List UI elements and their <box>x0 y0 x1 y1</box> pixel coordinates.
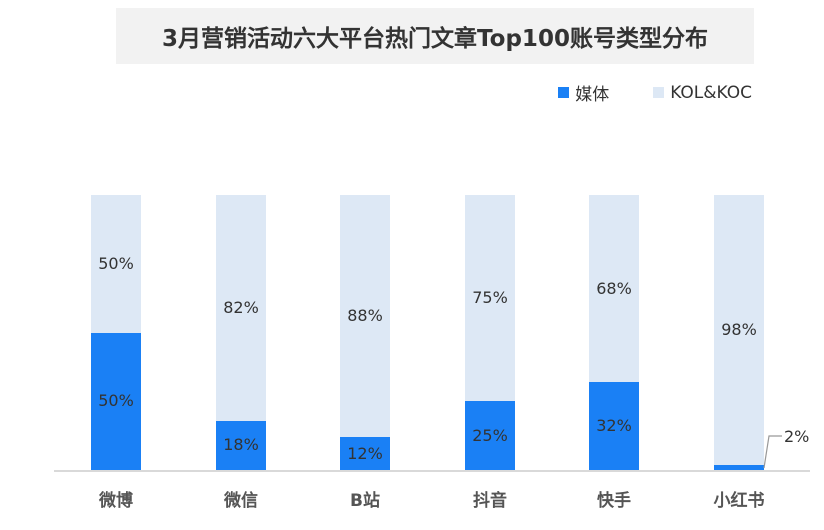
legend-item-kol: KOL&KOC <box>653 83 752 103</box>
bar-segment-kol <box>340 195 390 437</box>
x-tick-label: 小红书 <box>713 491 765 511</box>
small-value-callout: 2% <box>784 427 810 446</box>
chart-title: 3月营销活动六大平台热门文章Top100账号类型分布 <box>162 26 708 52</box>
chart-title-box: 3月营销活动六大平台热门文章Top100账号类型分布 <box>116 8 754 64</box>
legend-label-kol: KOL&KOC <box>670 82 752 103</box>
bar-segment-kol <box>589 195 639 382</box>
bar-segment-kol <box>465 195 515 402</box>
data-label-media: 12% <box>347 443 383 463</box>
data-label-kol: 82% <box>223 297 259 317</box>
bar-segment-kol <box>216 195 266 421</box>
x-tick-label: 微博 <box>99 491 133 511</box>
callout-leader-line <box>763 435 782 469</box>
bar-segment-media <box>91 332 141 470</box>
x-tick-label: 快手 <box>597 491 631 511</box>
bar-segment-media <box>714 464 764 470</box>
x-axis-line <box>54 470 810 472</box>
data-label-kol: 75% <box>472 288 508 308</box>
x-tick-label: 抖音 <box>473 491 507 511</box>
bar-segment-kol <box>714 195 764 465</box>
data-label-media: 50% <box>98 391 134 411</box>
bar-0: 50% 50% <box>91 195 141 470</box>
bar-2: 88% 12% <box>340 195 390 470</box>
bar-segment-media <box>589 382 639 470</box>
data-label-media: 32% <box>596 416 632 435</box>
bar-segment-kol <box>91 195 141 333</box>
legend-label-media: 媒体 <box>575 85 610 105</box>
data-label-kol: 50% <box>98 253 134 273</box>
legend-swatch-kol <box>653 87 665 98</box>
bar-1: 82% 18% <box>216 195 266 470</box>
data-label-media: 25% <box>472 425 508 445</box>
data-label-kol: 68% <box>596 278 632 298</box>
x-tick-label: B站 <box>350 491 380 511</box>
data-label-kol: 98% <box>721 319 757 339</box>
bar-segment-media <box>465 401 515 470</box>
bar-4: 68% 32% <box>589 195 639 470</box>
x-tick-label: 微信 <box>224 491 258 511</box>
legend-swatch-media <box>558 87 570 98</box>
legend: 媒体 KOL&KOC <box>514 80 752 105</box>
data-label-kol: 88% <box>347 306 383 325</box>
data-label-media: 18% <box>223 435 259 455</box>
legend-item-media: 媒体 <box>558 80 609 105</box>
bar-3: 75% 25% <box>465 195 515 470</box>
bar-segment-media <box>216 420 266 470</box>
bar-segment-media <box>340 437 390 470</box>
bar-5: 98% <box>714 195 764 470</box>
